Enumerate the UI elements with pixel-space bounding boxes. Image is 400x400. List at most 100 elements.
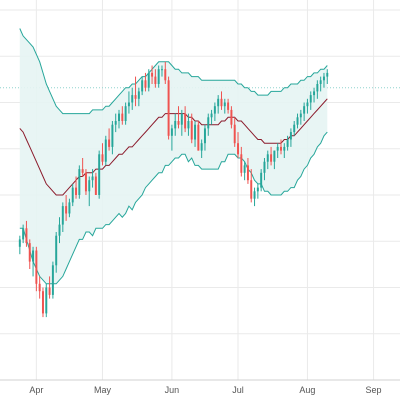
candle-body xyxy=(220,98,223,107)
candle-body xyxy=(38,283,41,292)
candle-body xyxy=(266,154,269,162)
x-tick-label: Jul xyxy=(232,385,244,395)
candle xyxy=(296,113,299,129)
candle xyxy=(207,113,210,136)
candle-body xyxy=(187,121,190,129)
candle xyxy=(94,172,97,195)
candle-body xyxy=(296,117,299,125)
candle-body xyxy=(94,176,97,195)
candle xyxy=(68,198,71,218)
candle-body xyxy=(61,206,64,225)
candle xyxy=(293,121,296,136)
candle xyxy=(55,232,58,273)
candle xyxy=(260,169,263,192)
candle-body xyxy=(270,154,273,162)
candle-body xyxy=(68,202,71,214)
candle xyxy=(197,121,200,151)
candle xyxy=(154,69,157,88)
candle xyxy=(263,158,266,181)
candle xyxy=(237,132,240,158)
candle-body xyxy=(25,228,28,244)
candle xyxy=(41,287,44,318)
candle xyxy=(210,109,213,125)
candle-body xyxy=(81,169,84,173)
candle xyxy=(108,128,111,151)
candle xyxy=(88,176,91,207)
candle-body xyxy=(164,69,167,81)
candle-body xyxy=(78,169,81,195)
candle-body xyxy=(114,121,117,125)
x-tick-label: Jun xyxy=(165,385,180,395)
candle-body xyxy=(319,80,322,84)
candle xyxy=(250,169,253,203)
candle xyxy=(217,95,220,114)
candle-body xyxy=(260,172,263,188)
candle xyxy=(114,113,117,133)
candle-body xyxy=(154,76,157,84)
candle xyxy=(167,76,170,140)
candle xyxy=(266,150,269,170)
candle xyxy=(144,72,147,92)
candle xyxy=(319,76,322,92)
candle xyxy=(101,143,104,166)
candle-body xyxy=(177,121,180,125)
candle xyxy=(313,87,316,103)
candle-body xyxy=(293,124,296,133)
candle xyxy=(121,106,124,125)
candle-body xyxy=(289,132,292,140)
lower-band-line xyxy=(19,131,328,285)
candle-body xyxy=(141,80,144,92)
x-axis-background xyxy=(0,380,400,400)
candle-body xyxy=(167,80,170,136)
candle-body xyxy=(210,113,213,118)
candle xyxy=(134,76,137,107)
candle-body xyxy=(207,117,210,129)
candle-body xyxy=(223,102,226,107)
candle-body xyxy=(213,106,216,114)
candle-body xyxy=(65,206,68,214)
candle xyxy=(25,220,28,247)
candle-body xyxy=(184,113,187,129)
candle-body xyxy=(71,187,74,203)
x-tick-label: Aug xyxy=(299,385,315,395)
candle-body xyxy=(104,139,107,162)
candle-body xyxy=(84,172,87,192)
candle-body xyxy=(194,124,197,140)
candle-body xyxy=(58,224,61,236)
candle xyxy=(174,113,177,136)
candle-body xyxy=(108,139,111,147)
candle-body xyxy=(88,180,91,192)
candle xyxy=(35,246,38,292)
candle xyxy=(104,135,107,166)
candle-body xyxy=(75,187,78,195)
candle-body xyxy=(160,69,163,71)
candle-body xyxy=(263,161,266,173)
candle-body xyxy=(41,291,44,314)
candle xyxy=(220,91,223,110)
candle-body xyxy=(283,146,286,151)
candle-body xyxy=(256,187,259,192)
candle-body xyxy=(121,113,124,121)
candle xyxy=(91,169,94,188)
candle xyxy=(322,72,325,88)
candle-body xyxy=(237,143,240,155)
candle xyxy=(223,98,226,114)
candle-body xyxy=(28,243,31,262)
candle xyxy=(306,98,309,114)
candle-body xyxy=(118,113,120,121)
candle-body xyxy=(170,128,173,136)
candle xyxy=(157,65,160,88)
candle-body xyxy=(313,91,316,96)
candle-body xyxy=(246,165,249,181)
candle-body xyxy=(276,146,279,151)
candle-body xyxy=(45,287,48,314)
candle xyxy=(32,246,35,277)
candle-body xyxy=(18,239,21,247)
candle xyxy=(160,65,163,77)
candle xyxy=(164,61,167,84)
candle-body xyxy=(273,150,276,162)
candle-body xyxy=(147,72,150,88)
candle xyxy=(124,102,127,125)
candle-body xyxy=(227,102,230,110)
